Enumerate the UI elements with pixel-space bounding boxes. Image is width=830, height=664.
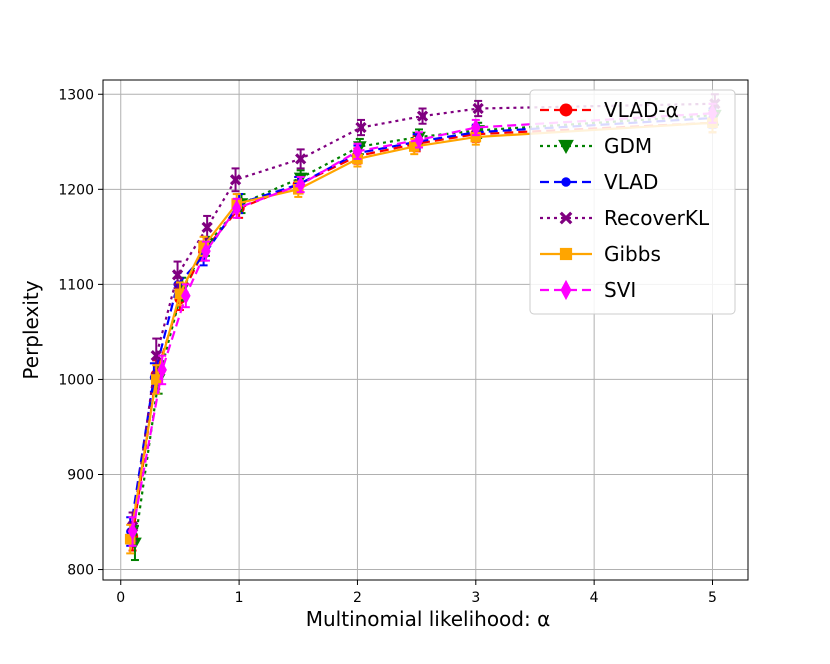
data-point bbox=[295, 175, 306, 194]
legend-marker bbox=[559, 247, 573, 261]
data-point bbox=[414, 131, 424, 149]
data-point bbox=[229, 174, 242, 186]
legend-label: RecoverKL bbox=[604, 206, 710, 230]
legend-label: VLAD-α bbox=[604, 98, 679, 122]
data-point bbox=[201, 221, 213, 233]
data-point bbox=[127, 522, 138, 541]
legend-marker bbox=[561, 177, 571, 187]
data-point bbox=[295, 153, 307, 165]
series-line bbox=[129, 116, 713, 532]
data-point bbox=[171, 269, 184, 281]
data-point bbox=[472, 102, 484, 115]
data-point bbox=[181, 286, 191, 305]
data-point bbox=[157, 361, 167, 379]
y-tick-label: 900 bbox=[67, 467, 94, 483]
y-tick-label: 1300 bbox=[58, 87, 94, 103]
x-tick-label: 0 bbox=[116, 590, 125, 606]
legend-marker bbox=[560, 279, 572, 301]
x-tick-label: 5 bbox=[708, 590, 717, 606]
data-point bbox=[352, 142, 363, 161]
x-axis-label: Multinomial likelihood: α bbox=[306, 607, 551, 631]
y-tick-label: 800 bbox=[67, 563, 94, 579]
legend-marker bbox=[558, 139, 574, 155]
data-point bbox=[416, 110, 429, 122]
legend-label: VLAD bbox=[604, 170, 658, 194]
x-tick-label: 3 bbox=[471, 590, 480, 606]
y-axis-label: Perplexity bbox=[19, 280, 43, 379]
x-tick-label: 4 bbox=[590, 590, 599, 606]
data-point bbox=[471, 118, 481, 137]
legend-label: Gibbs bbox=[604, 242, 661, 266]
axis-ticks: 0 1 2 3 4 5 800 900 1000 1100 1200 1300 bbox=[58, 87, 717, 606]
data-point bbox=[231, 199, 242, 218]
plot-series bbox=[124, 93, 722, 562]
y-tick-label: 1100 bbox=[58, 277, 94, 293]
data-point bbox=[201, 242, 211, 260]
legend-label: SVI bbox=[604, 278, 636, 302]
series-line bbox=[131, 112, 713, 532]
data-point bbox=[355, 121, 367, 134]
legend-label: GDM bbox=[604, 134, 652, 158]
plot-frame bbox=[102, 79, 749, 581]
x-tick-label: 1 bbox=[235, 590, 244, 606]
y-tick-label: 1200 bbox=[58, 182, 94, 198]
legend-box bbox=[529, 89, 736, 315]
x-tick-label: 2 bbox=[353, 590, 362, 606]
series-line bbox=[133, 114, 715, 544]
legend: VLAD-α GDM VLAD RecoverKL Gibbs SVI bbox=[529, 89, 736, 315]
data-point bbox=[150, 350, 162, 362]
series-line bbox=[129, 121, 713, 540]
y-tick-label: 1000 bbox=[58, 372, 94, 388]
legend-marker bbox=[559, 103, 573, 117]
legend-marker bbox=[559, 211, 573, 225]
series-line bbox=[131, 102, 715, 527]
